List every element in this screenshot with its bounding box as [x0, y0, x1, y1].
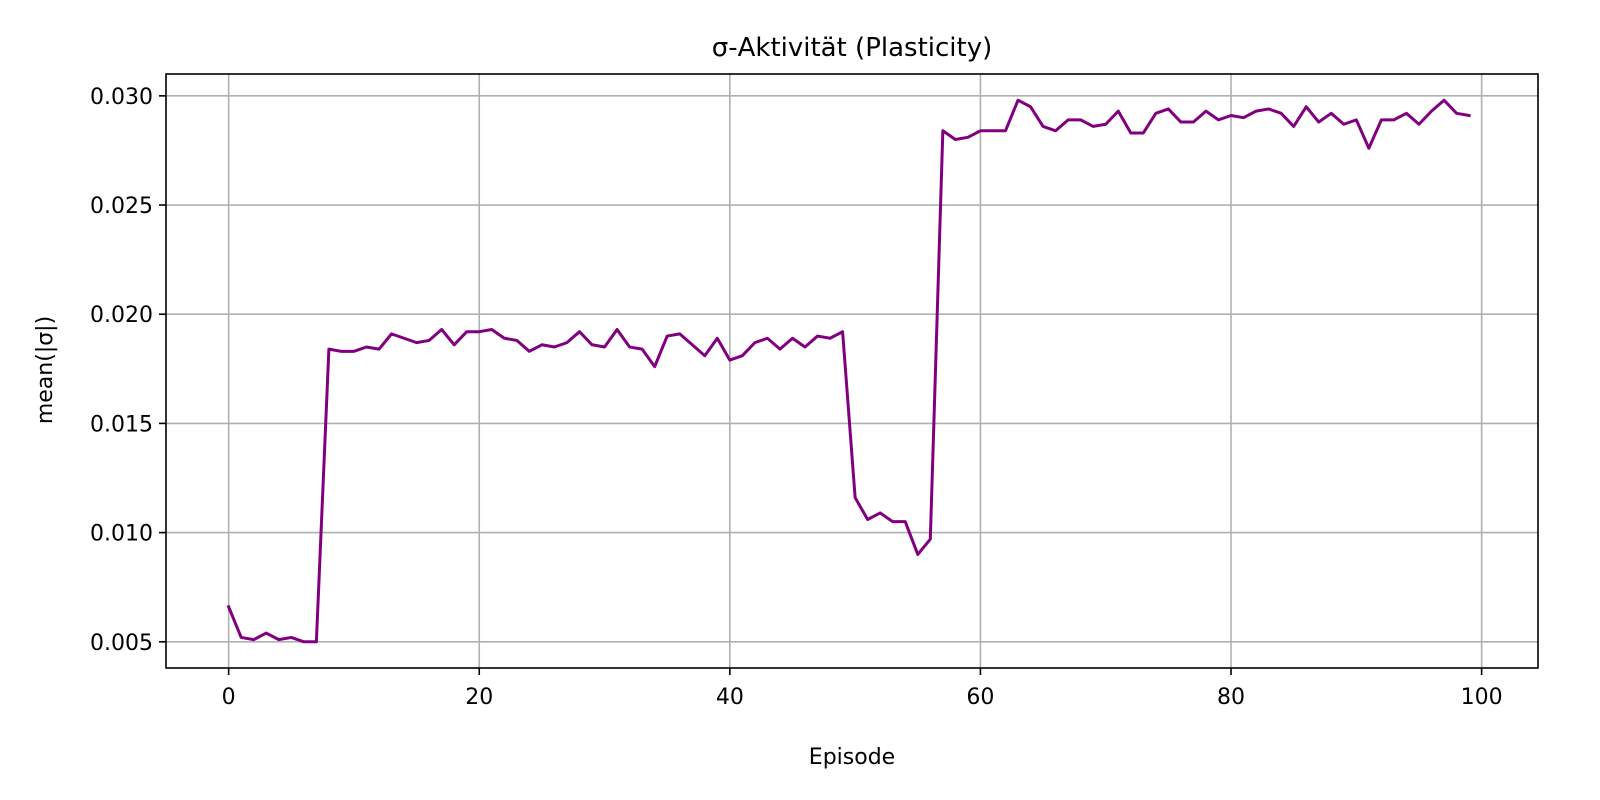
- chart-title: σ-Aktivität (Plasticity): [712, 33, 993, 63]
- x-tick-label: 0: [222, 685, 236, 710]
- y-tick-label: 0.005: [90, 631, 153, 656]
- y-axis: 0.005 0.010 0.015 0.020 0.025 0.030: [90, 85, 166, 656]
- y-axis-label: mean(|σ|): [33, 316, 58, 424]
- x-axis: 0 20 40 60 80 100: [222, 668, 1503, 710]
- x-axis-label: Episode: [809, 745, 895, 770]
- y-tick-label: 0.015: [90, 412, 153, 437]
- plot-area: [226, 98, 1471, 644]
- x-tick-label: 40: [716, 685, 744, 710]
- y-tick-label: 0.020: [90, 303, 153, 328]
- grid: [166, 74, 1538, 668]
- x-tick-label: 20: [465, 685, 493, 710]
- y-tick-label: 0.010: [90, 522, 153, 547]
- x-tick-label: 80: [1217, 685, 1245, 710]
- y-tick-label: 0.030: [90, 85, 153, 110]
- x-tick-label: 60: [966, 685, 994, 710]
- y-tick-label: 0.025: [90, 194, 153, 219]
- series-line-0: [226, 98, 1471, 644]
- x-tick-label: 100: [1461, 685, 1503, 710]
- axes-frame: [165, 73, 1539, 669]
